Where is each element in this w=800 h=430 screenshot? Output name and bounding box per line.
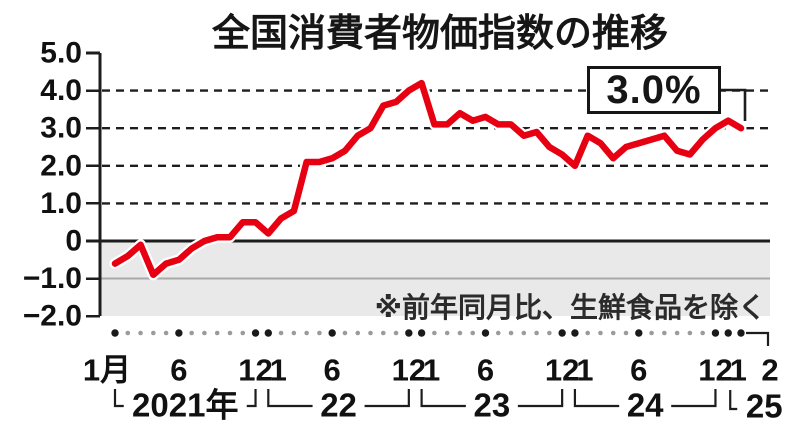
x-label-12: 1: [270, 353, 287, 388]
month-dot-3: [151, 330, 156, 336]
month-dot-43: [662, 330, 667, 336]
callout-connector: [721, 88, 747, 121]
month-dot-17: [328, 329, 336, 337]
month-dot-28: [470, 330, 476, 336]
year-bracket-left-2021年: [113, 389, 124, 408]
month-dot-13: [278, 330, 284, 336]
month-dot-49: [737, 329, 745, 337]
month-dot-1: [125, 330, 131, 336]
year-bracket-25: [729, 390, 738, 411]
chart-title: 全国消費者物価指数の推移: [211, 13, 668, 55]
year-bracket-left-23: [420, 389, 466, 408]
month-dot-2: [138, 330, 143, 336]
month-dot-30: [495, 330, 501, 336]
month-dot-45: [687, 330, 693, 336]
x-label-36: 1: [576, 353, 593, 388]
month-dot-34: [547, 330, 552, 336]
x-label-49: 2: [761, 353, 778, 388]
x-label-0: 1月: [83, 353, 131, 388]
month-dot-33: [534, 330, 539, 336]
x-label-35: 12: [545, 353, 579, 388]
month-dot-38: [598, 330, 603, 336]
month-dot-42: [649, 330, 654, 336]
month-dot-14: [291, 330, 297, 336]
year-bracket-right-2021年: [246, 389, 257, 408]
year-label-2021年: 2021年: [132, 387, 238, 424]
year-label-22: 22: [320, 387, 357, 424]
y-tick-label-2.0: 2.0: [40, 149, 82, 182]
y-tick-label-3.0: 3.0: [40, 112, 82, 145]
y-tick-label-4.0: 4.0: [40, 74, 82, 107]
month-dot-32: [521, 330, 527, 336]
year-label-25: 25: [746, 388, 783, 425]
month-dot-20: [368, 330, 373, 336]
month-dot-44: [674, 330, 680, 336]
month-dot-24: [417, 329, 426, 337]
month-dot-37: [585, 330, 590, 336]
x-label-5: 6: [170, 353, 187, 388]
year-label-24: 24: [627, 387, 664, 424]
year-bracket-left-24: [573, 389, 620, 408]
last-value-callout: 3.0%: [587, 66, 721, 114]
month-dot-11: [251, 329, 260, 337]
x-label-48: 1: [730, 353, 747, 388]
x-label-23: 12: [392, 353, 426, 388]
month-dot-21: [380, 330, 386, 336]
series-line: [111, 79, 745, 279]
x-label-17: 6: [324, 353, 341, 388]
year-label-23: 23: [474, 387, 511, 424]
month-dot-18: [342, 330, 348, 336]
x-label-47: 12: [698, 353, 732, 388]
month-dot-36: [571, 329, 579, 337]
y-tick-label-1.0: 1.0: [40, 187, 82, 220]
month-dot-29: [481, 329, 490, 337]
month-dot-12: [264, 329, 273, 337]
month-dot-15: [304, 330, 309, 336]
month-dot-47: [711, 329, 720, 337]
year-bracket-right-22: [364, 389, 410, 408]
month-dot-10: [240, 330, 246, 336]
x-label-24: 1: [423, 353, 440, 388]
month-dot-48: [724, 329, 732, 337]
month-dot-46: [700, 330, 705, 336]
month-dot-41: [635, 329, 643, 337]
month-dot-40: [623, 330, 629, 336]
y-tick-label-−1.0: −1.0: [23, 262, 82, 295]
y-tick-label-5.0: 5.0: [40, 37, 82, 70]
month-dot-27: [457, 330, 463, 336]
year-bracket-right-23: [517, 389, 564, 408]
month-dot-16: [317, 330, 322, 336]
month-dot-4: [163, 330, 169, 336]
year-bracket-right-24: [671, 389, 717, 408]
month-dot-5: [175, 329, 183, 337]
x-label-41: 6: [630, 353, 647, 388]
month-dot-9: [227, 330, 233, 336]
feb-label-connector: [746, 331, 770, 346]
month-dot-0: [111, 329, 119, 337]
last-value-label: 3.0%: [606, 67, 702, 112]
x-label-29: 6: [477, 353, 494, 388]
month-dot-35: [558, 329, 566, 337]
month-dot-23: [405, 329, 413, 337]
month-dot-7: [202, 330, 207, 336]
year-bracket-left-22: [267, 389, 313, 408]
month-dot-39: [610, 330, 616, 336]
y-tick-label-0: 0: [65, 225, 82, 258]
month-dot-25: [432, 330, 437, 336]
month-dot-8: [214, 330, 220, 336]
month-dot-31: [508, 330, 514, 336]
x-label-11: 12: [238, 353, 272, 388]
month-dot-22: [393, 330, 399, 336]
month-dot-26: [444, 330, 450, 336]
note-text: ※前年同月比、生鮮食品を除く: [374, 292, 766, 323]
month-dot-19: [355, 330, 361, 336]
month-dot-6: [189, 330, 194, 336]
y-tick-label-−2.0: −2.0: [23, 300, 82, 333]
